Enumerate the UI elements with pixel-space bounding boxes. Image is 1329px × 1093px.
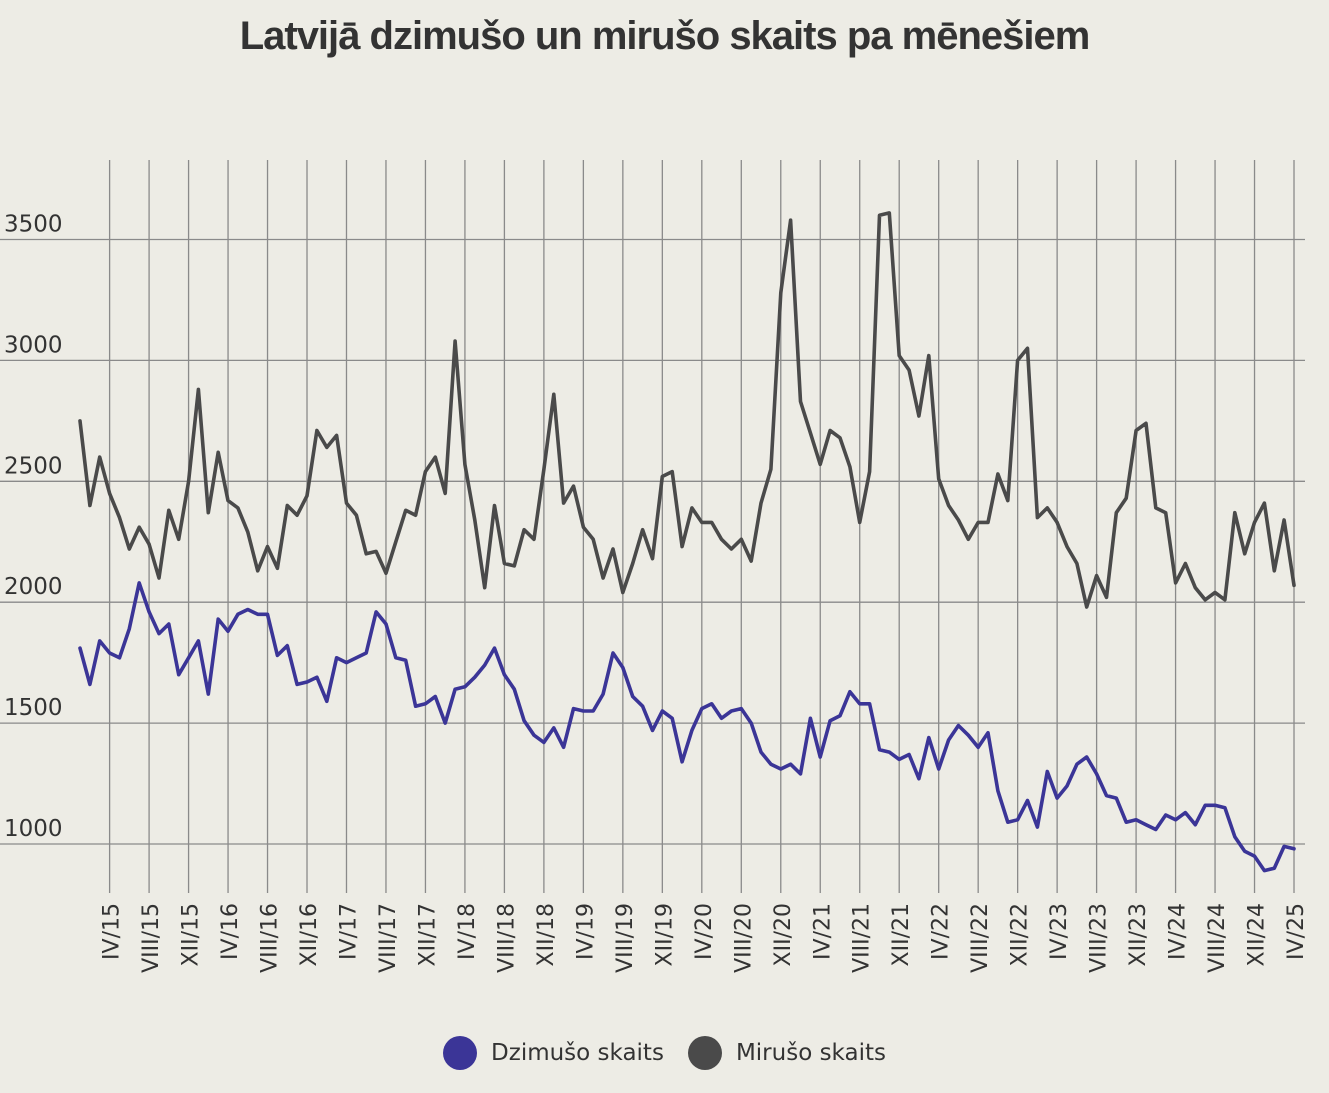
x-tick-label: IV/17 xyxy=(336,903,361,960)
y-tick-label: 2500 xyxy=(4,453,63,479)
x-tick-label: XII/15 xyxy=(179,903,204,966)
x-tick-label: XII/20 xyxy=(771,903,796,966)
x-tick-label: VIII/24 xyxy=(1205,903,1230,973)
x-tick-label: XII/21 xyxy=(889,903,914,966)
series-lines xyxy=(78,211,1296,873)
x-tick-label: XII/19 xyxy=(652,903,677,966)
legend-label-births: Dzimušo skaits xyxy=(491,1040,664,1066)
x-tick-label: IV/19 xyxy=(573,903,598,960)
x-tick-label: VIII/16 xyxy=(258,903,283,973)
x-tick-label: XII/22 xyxy=(1008,903,1033,966)
x-tick-label: IV/16 xyxy=(218,903,243,960)
x-tick-label: IV/20 xyxy=(692,903,717,960)
x-tick-label: VIII/15 xyxy=(139,903,164,973)
legend: Dzimušo skaits Mirušo skaits xyxy=(0,1036,1329,1070)
x-tick-label: VIII/21 xyxy=(850,903,875,973)
series-line-births xyxy=(78,581,1296,873)
x-tick-label: XII/24 xyxy=(1245,903,1270,966)
x-tick-label: VIII/20 xyxy=(731,903,756,973)
y-tick-label: 3000 xyxy=(4,332,63,358)
horizontal-gridlines xyxy=(0,238,1305,845)
legend-marker-deaths xyxy=(687,1036,722,1070)
x-tick-label: IV/22 xyxy=(929,903,954,960)
x-tick-label: IV/23 xyxy=(1047,903,1072,960)
legend-item-deaths[interactable]: Mirušo skaits xyxy=(687,1036,886,1070)
x-tick-label: VIII/17 xyxy=(376,903,401,973)
x-tick-label: VIII/22 xyxy=(968,903,993,973)
x-tick-label: VIII/19 xyxy=(613,903,638,973)
x-tick-label: VIII/23 xyxy=(1087,903,1112,973)
series-line-deaths xyxy=(78,211,1296,609)
y-tick-label: 2000 xyxy=(4,574,63,600)
y-tick-label: 1000 xyxy=(4,816,63,842)
x-tick-label: IV/25 xyxy=(1284,903,1309,960)
x-axis-tick-labels: IV/15 VIII/15 XII/15 IV/16 VIII/16 XII/16 IV/1… xyxy=(100,903,1309,973)
x-tick-label: IV/15 xyxy=(100,903,125,960)
y-axis-tick-labels: 1000 1500 2000 2500 3000 3500 xyxy=(4,212,63,843)
legend-marker-births xyxy=(443,1036,478,1070)
x-tick-label: IV/24 xyxy=(1166,903,1191,960)
chart-title: Latvijā dzimušo un mirušo skaits pa mēne… xyxy=(239,14,1091,58)
legend-item-births[interactable]: Dzimušo skaits xyxy=(443,1036,664,1070)
y-tick-label: 1500 xyxy=(4,695,63,721)
x-tick-label: XII/16 xyxy=(297,903,322,966)
x-tick-label: IV/18 xyxy=(455,903,480,960)
x-tick-label: VIII/18 xyxy=(494,903,519,973)
x-tick-label: IV/21 xyxy=(810,903,835,960)
y-tick-label: 3500 xyxy=(4,212,63,238)
legend-label-deaths: Mirušo skaits xyxy=(735,1040,886,1066)
x-tick-label: XII/23 xyxy=(1126,903,1151,966)
x-tick-label: XII/18 xyxy=(534,903,559,966)
x-tick-label: XII/17 xyxy=(415,903,440,966)
